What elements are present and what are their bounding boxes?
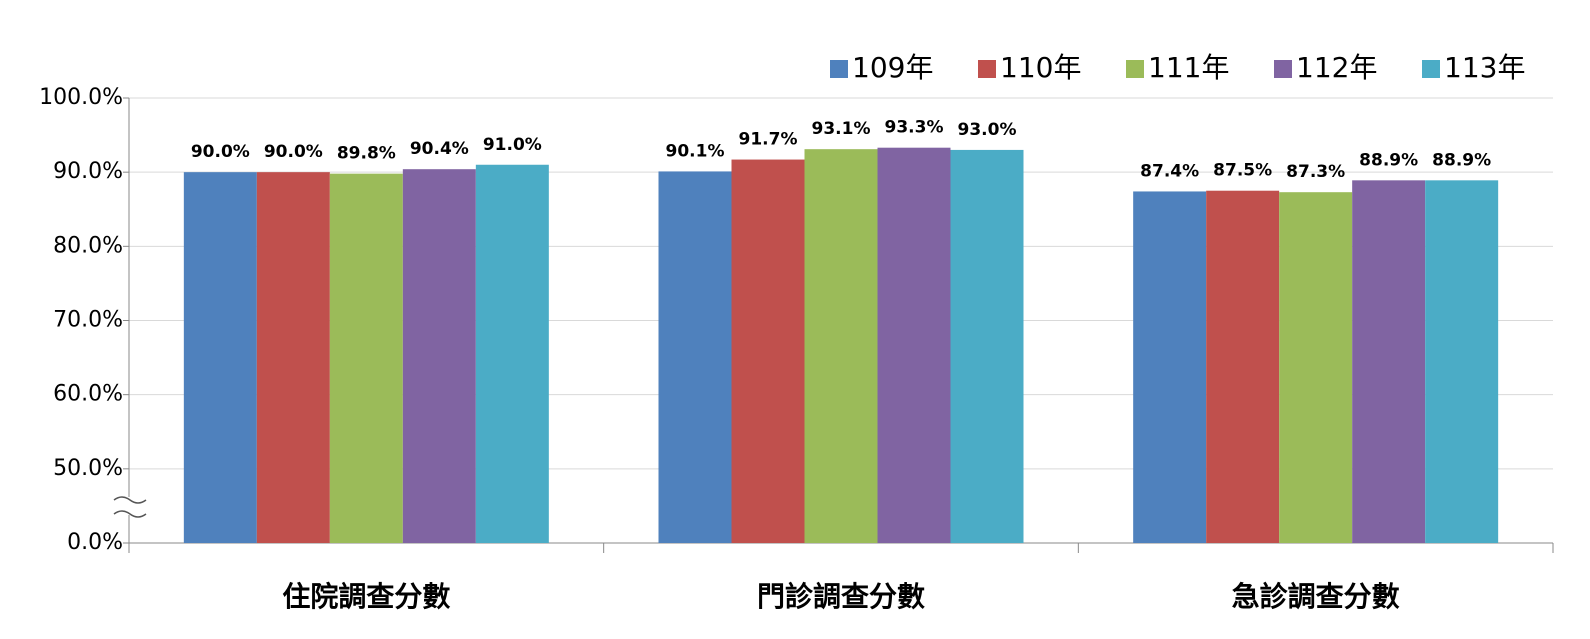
legend-swatch bbox=[1274, 60, 1292, 78]
x-tick-label: 門診調查分數 bbox=[757, 580, 925, 613]
legend-swatch bbox=[830, 60, 848, 78]
legend-label: 113年 bbox=[1444, 51, 1525, 84]
value-label: 88.9% bbox=[1359, 150, 1418, 170]
value-label: 89.8% bbox=[337, 144, 396, 164]
legend-label: 110年 bbox=[1000, 51, 1081, 84]
break-mark bbox=[113, 510, 147, 518]
legend-swatch bbox=[978, 60, 996, 78]
value-label: 87.5% bbox=[1213, 161, 1272, 181]
break-mark bbox=[113, 496, 147, 504]
value-label: 87.3% bbox=[1286, 162, 1345, 182]
bar bbox=[1279, 192, 1353, 544]
x-tick-label: 急診調查分數 bbox=[1232, 580, 1400, 613]
legend-label: 109年 bbox=[852, 51, 933, 84]
value-label: 93.3% bbox=[885, 118, 944, 138]
y-tick-label: 90.0% bbox=[53, 159, 123, 184]
legend-label: 112年 bbox=[1296, 51, 1377, 84]
y-tick-label: 0.0% bbox=[67, 530, 123, 555]
value-label: 90.4% bbox=[410, 139, 469, 159]
value-label: 90.1% bbox=[666, 141, 725, 161]
axis-break bbox=[113, 496, 147, 518]
bar bbox=[1425, 180, 1499, 543]
bar bbox=[183, 172, 257, 543]
value-label: 87.4% bbox=[1140, 161, 1199, 181]
bar bbox=[731, 159, 805, 543]
bar bbox=[950, 149, 1024, 543]
legend-swatch bbox=[1422, 60, 1440, 78]
y-tick-label: 70.0% bbox=[53, 308, 123, 333]
bar bbox=[1352, 180, 1426, 543]
bar bbox=[256, 172, 330, 543]
y-tick-label: 100.0% bbox=[39, 85, 123, 110]
y-tick-label: 60.0% bbox=[53, 382, 123, 407]
bar bbox=[329, 173, 403, 543]
bar bbox=[1133, 191, 1207, 543]
value-label: 93.0% bbox=[958, 120, 1017, 140]
value-label: 91.7% bbox=[739, 130, 798, 150]
value-label: 88.9% bbox=[1432, 150, 1491, 170]
bar bbox=[1206, 190, 1280, 544]
bar bbox=[877, 147, 951, 544]
legend-label: 111年 bbox=[1148, 51, 1229, 84]
value-label: 91.0% bbox=[483, 135, 542, 155]
bar bbox=[475, 164, 549, 543]
value-label: 90.0% bbox=[191, 142, 250, 162]
y-tick-label: 50.0% bbox=[53, 456, 123, 481]
bar bbox=[804, 149, 878, 544]
x-tick-label: 住院調查分數 bbox=[282, 580, 450, 613]
bar bbox=[402, 169, 476, 543]
y-tick-label: 80.0% bbox=[53, 233, 123, 258]
value-label: 90.0% bbox=[264, 142, 323, 162]
bar bbox=[658, 171, 732, 544]
value-label: 93.1% bbox=[812, 119, 871, 139]
legend-swatch bbox=[1126, 60, 1144, 78]
